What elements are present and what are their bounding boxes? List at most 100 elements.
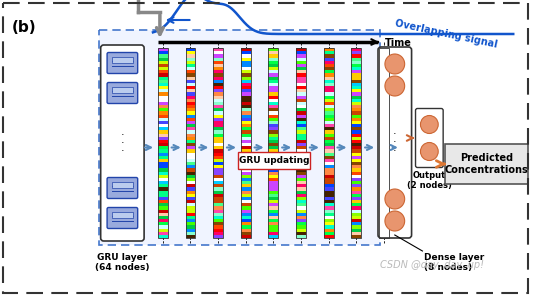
Bar bbox=[158, 178, 168, 181]
FancyBboxPatch shape bbox=[415, 109, 443, 168]
Bar bbox=[268, 187, 278, 191]
Bar bbox=[296, 200, 306, 203]
Bar bbox=[268, 168, 278, 171]
Bar bbox=[186, 76, 195, 80]
Bar bbox=[379, 48, 389, 51]
Bar bbox=[296, 89, 306, 92]
Bar bbox=[213, 96, 223, 99]
Bar bbox=[268, 143, 278, 146]
Bar bbox=[351, 86, 361, 89]
Bar bbox=[241, 80, 251, 83]
Bar bbox=[379, 149, 389, 152]
Bar bbox=[296, 99, 306, 102]
Bar bbox=[379, 140, 389, 143]
Bar bbox=[241, 181, 251, 184]
Bar bbox=[296, 232, 306, 235]
Bar bbox=[379, 184, 389, 187]
Bar bbox=[296, 80, 306, 83]
Bar bbox=[213, 57, 223, 61]
Bar bbox=[324, 156, 334, 159]
Bar bbox=[351, 61, 361, 64]
Bar bbox=[213, 181, 223, 184]
Bar bbox=[379, 152, 389, 156]
Bar bbox=[268, 99, 278, 102]
Bar bbox=[213, 105, 223, 108]
Bar bbox=[351, 108, 361, 111]
Bar bbox=[158, 111, 168, 115]
Bar bbox=[351, 159, 361, 162]
Bar bbox=[324, 89, 334, 92]
Bar bbox=[241, 210, 251, 213]
Bar bbox=[296, 70, 306, 73]
Bar bbox=[268, 162, 278, 165]
Text: CSDN @day. day. up!: CSDN @day. day. up! bbox=[380, 260, 484, 270]
Bar bbox=[241, 191, 251, 194]
Bar bbox=[186, 187, 195, 191]
Bar bbox=[158, 184, 168, 187]
Bar bbox=[351, 187, 361, 191]
Bar bbox=[213, 152, 223, 156]
Bar bbox=[296, 111, 306, 115]
Bar bbox=[213, 89, 223, 92]
Bar bbox=[379, 57, 389, 61]
Bar bbox=[379, 67, 389, 70]
Bar bbox=[324, 61, 334, 64]
Bar bbox=[379, 229, 389, 232]
Bar bbox=[241, 102, 251, 105]
Bar bbox=[268, 76, 278, 80]
Bar bbox=[379, 92, 389, 96]
Bar bbox=[268, 80, 278, 83]
Bar bbox=[241, 121, 251, 124]
Bar bbox=[351, 48, 361, 238]
Bar bbox=[379, 187, 389, 191]
Bar bbox=[186, 194, 195, 197]
Bar bbox=[186, 48, 195, 238]
Bar bbox=[379, 222, 389, 225]
Bar bbox=[379, 83, 389, 86]
Bar bbox=[324, 105, 334, 108]
Bar bbox=[296, 133, 306, 137]
Bar bbox=[241, 105, 251, 108]
Bar bbox=[268, 146, 278, 149]
Bar bbox=[186, 210, 195, 213]
Bar bbox=[296, 191, 306, 194]
Bar bbox=[158, 143, 168, 146]
Text: ·
·
·: · · · bbox=[393, 129, 397, 156]
Bar bbox=[268, 140, 278, 143]
Bar bbox=[241, 140, 251, 143]
Bar bbox=[158, 203, 168, 206]
FancyBboxPatch shape bbox=[107, 207, 138, 229]
Bar bbox=[158, 162, 168, 165]
Bar bbox=[351, 99, 361, 102]
Bar bbox=[158, 187, 168, 191]
Bar bbox=[268, 105, 278, 108]
Bar bbox=[324, 80, 334, 83]
Bar bbox=[241, 229, 251, 232]
Bar bbox=[351, 102, 361, 105]
Bar bbox=[213, 80, 223, 83]
Bar bbox=[296, 165, 306, 168]
Bar bbox=[241, 48, 251, 51]
Bar bbox=[186, 130, 195, 133]
Bar bbox=[268, 137, 278, 140]
Bar bbox=[158, 124, 168, 127]
Bar bbox=[241, 92, 251, 96]
Bar bbox=[296, 175, 306, 178]
Text: Overlapping signal: Overlapping signal bbox=[394, 18, 498, 49]
Bar bbox=[379, 80, 389, 83]
Bar bbox=[268, 206, 278, 210]
Bar bbox=[296, 216, 306, 219]
Bar bbox=[213, 200, 223, 203]
Bar bbox=[186, 61, 195, 64]
Bar bbox=[379, 121, 389, 124]
Bar bbox=[379, 73, 389, 76]
Bar bbox=[158, 229, 168, 232]
Bar bbox=[186, 162, 195, 165]
Bar bbox=[186, 159, 195, 162]
Bar bbox=[158, 191, 168, 194]
Bar bbox=[324, 225, 334, 229]
Bar bbox=[296, 127, 306, 130]
Bar bbox=[351, 206, 361, 210]
Bar bbox=[241, 194, 251, 197]
Bar bbox=[351, 203, 361, 206]
